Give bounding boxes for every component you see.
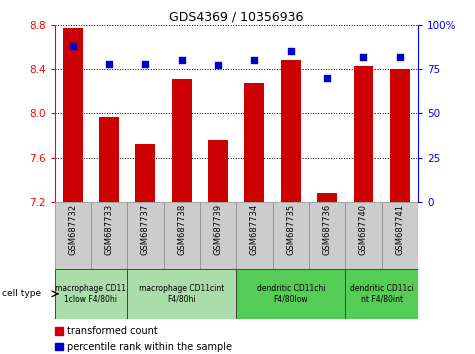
Bar <box>135 144 155 202</box>
Text: GSM687735: GSM687735 <box>286 204 295 255</box>
Bar <box>208 140 228 202</box>
Text: GSM687734: GSM687734 <box>250 204 259 255</box>
Bar <box>345 269 418 319</box>
Text: dendritic CD11ci
nt F4/80int: dendritic CD11ci nt F4/80int <box>350 284 413 304</box>
Text: cell type: cell type <box>2 289 41 298</box>
Bar <box>55 269 127 319</box>
Point <box>214 63 222 68</box>
Bar <box>55 202 91 269</box>
Point <box>396 54 404 59</box>
Bar <box>91 202 127 269</box>
Bar <box>281 60 301 202</box>
Bar <box>381 202 418 269</box>
Bar <box>127 269 237 319</box>
Text: macrophage CD11
1clow F4/80hi: macrophage CD11 1clow F4/80hi <box>56 284 126 304</box>
Text: GSM687741: GSM687741 <box>395 204 404 255</box>
Point <box>287 48 294 54</box>
Text: GSM687738: GSM687738 <box>177 204 186 255</box>
Point <box>142 61 149 67</box>
Text: GSM687739: GSM687739 <box>214 204 223 255</box>
Text: GSM687737: GSM687737 <box>141 204 150 255</box>
Bar <box>345 202 381 269</box>
Text: dendritic CD11chi
F4/80low: dendritic CD11chi F4/80low <box>256 284 325 304</box>
Bar <box>317 193 337 202</box>
Text: transformed count: transformed count <box>67 326 158 336</box>
Bar <box>99 116 119 202</box>
Text: GSM687740: GSM687740 <box>359 204 368 255</box>
Text: percentile rank within the sample: percentile rank within the sample <box>67 342 232 352</box>
Point <box>360 54 367 59</box>
Bar <box>273 202 309 269</box>
Bar <box>237 269 345 319</box>
Title: GDS4369 / 10356936: GDS4369 / 10356936 <box>169 11 304 24</box>
Bar <box>237 202 273 269</box>
Point <box>178 57 186 63</box>
Bar <box>390 69 410 202</box>
Text: GSM687733: GSM687733 <box>104 204 114 255</box>
Bar <box>245 84 265 202</box>
Text: GSM687736: GSM687736 <box>323 204 332 255</box>
Point <box>105 61 113 67</box>
Bar <box>172 79 192 202</box>
Point <box>323 75 331 81</box>
Point <box>69 43 76 49</box>
Bar <box>353 66 373 202</box>
Bar <box>127 202 163 269</box>
Text: macrophage CD11cint
F4/80hi: macrophage CD11cint F4/80hi <box>139 284 225 304</box>
Bar <box>309 202 345 269</box>
Point <box>251 57 258 63</box>
Bar <box>63 28 83 202</box>
Bar <box>200 202 237 269</box>
Text: GSM687732: GSM687732 <box>68 204 77 255</box>
Bar <box>163 202 200 269</box>
